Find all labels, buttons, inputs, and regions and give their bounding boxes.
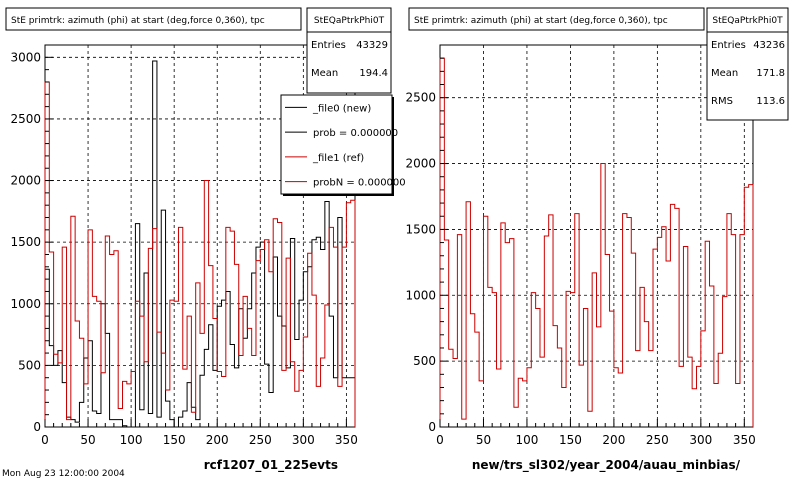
x-tick-label: 250 xyxy=(646,433,669,447)
x-tick-label: 50 xyxy=(476,433,491,447)
legend-label-2: prob = 0.000000 xyxy=(313,128,398,139)
title-box xyxy=(5,7,302,31)
chart-title: StE primtrk: azimuth (phi) at start (deg… xyxy=(11,16,265,26)
legend-label-3: _file1 (ref) xyxy=(312,153,364,164)
histogram-series-1 xyxy=(44,60,356,428)
y-tick-label: 1000 xyxy=(405,288,436,302)
plot-frame xyxy=(439,44,754,428)
legend-label-4: probN = 0.000000 xyxy=(313,178,406,189)
stats-label-mean: Mean xyxy=(711,68,738,79)
legend-box xyxy=(280,94,393,195)
stats-label-entries: Entries xyxy=(711,40,746,51)
y-tick-label: 2500 xyxy=(405,91,436,105)
legend-label-1: _file0 (new) xyxy=(312,103,371,114)
title-box xyxy=(408,7,705,31)
x-tick-label: 300 xyxy=(292,433,315,447)
stats-box xyxy=(706,7,789,121)
x-tick-label: 350 xyxy=(335,433,358,447)
y-tick-label: 1000 xyxy=(10,297,41,311)
x-tick-label: 50 xyxy=(80,433,95,447)
stats-value-mean: 171.8 xyxy=(756,68,785,79)
stats-name: StEQaPtrkPhi0T xyxy=(314,16,385,26)
footer-date: Mon Aug 23 12:00:00 2004 xyxy=(2,469,125,479)
y-tick-label: 1500 xyxy=(10,235,41,249)
x-tick-label: 200 xyxy=(602,433,625,447)
stats-box xyxy=(306,7,392,94)
x-tick-label: 150 xyxy=(163,433,186,447)
y-tick-label: 2000 xyxy=(405,157,436,171)
y-tick-label: 3000 xyxy=(10,50,41,64)
x-tick-label: 150 xyxy=(559,433,582,447)
y-tick-label: 0 xyxy=(428,420,436,434)
x-axis-label: new/trs_sl302/year_2004/auau_minbias/ xyxy=(472,458,741,473)
y-tick-label: 500 xyxy=(413,354,436,368)
chart-panel-2: 0 50 100 150 200 250 300 350 0 500 1000 1500 2000 250… xyxy=(405,7,789,473)
stats-value-entries: 43236 xyxy=(753,40,785,51)
histogram-series-2 xyxy=(44,81,356,427)
chart-title: StE primtrk: azimuth (phi) at start (deg… xyxy=(414,16,668,26)
x-tick-label: 300 xyxy=(689,433,712,447)
y-tick-label: 1500 xyxy=(405,222,436,236)
x-tick-label: 250 xyxy=(249,433,272,447)
x-tick-label: 0 xyxy=(436,433,444,447)
y-tick-label: 2000 xyxy=(10,174,41,188)
histogram-series-1 xyxy=(439,57,754,427)
x-tick-label: 100 xyxy=(120,433,143,447)
stats-value-mean: 194.4 xyxy=(359,68,388,79)
y-tick-label: 0 xyxy=(33,420,41,434)
x-tick-label: 100 xyxy=(515,433,538,447)
stats-label-entries: Entries xyxy=(311,40,346,51)
y-tick-label: 2500 xyxy=(10,112,41,126)
stats-value-entries: 43329 xyxy=(356,40,388,51)
stats-label-rms: RMS xyxy=(711,96,733,107)
x-tick-label: 200 xyxy=(206,433,229,447)
stats-name: StEQaPtrkPhi0T xyxy=(712,16,783,26)
stats-value-rms: 113.6 xyxy=(756,96,785,107)
chart-panel-1: 0 50 100 150 200 250 300 350 0 500 1000 1500 2000 250… xyxy=(5,7,406,473)
x-tick-label: 350 xyxy=(733,433,756,447)
x-tick-label: 0 xyxy=(41,433,49,447)
y-tick-label: 500 xyxy=(18,358,41,372)
stats-label-mean: Mean xyxy=(311,68,338,79)
x-axis-label: rcf1207_01_225evts xyxy=(204,458,338,473)
